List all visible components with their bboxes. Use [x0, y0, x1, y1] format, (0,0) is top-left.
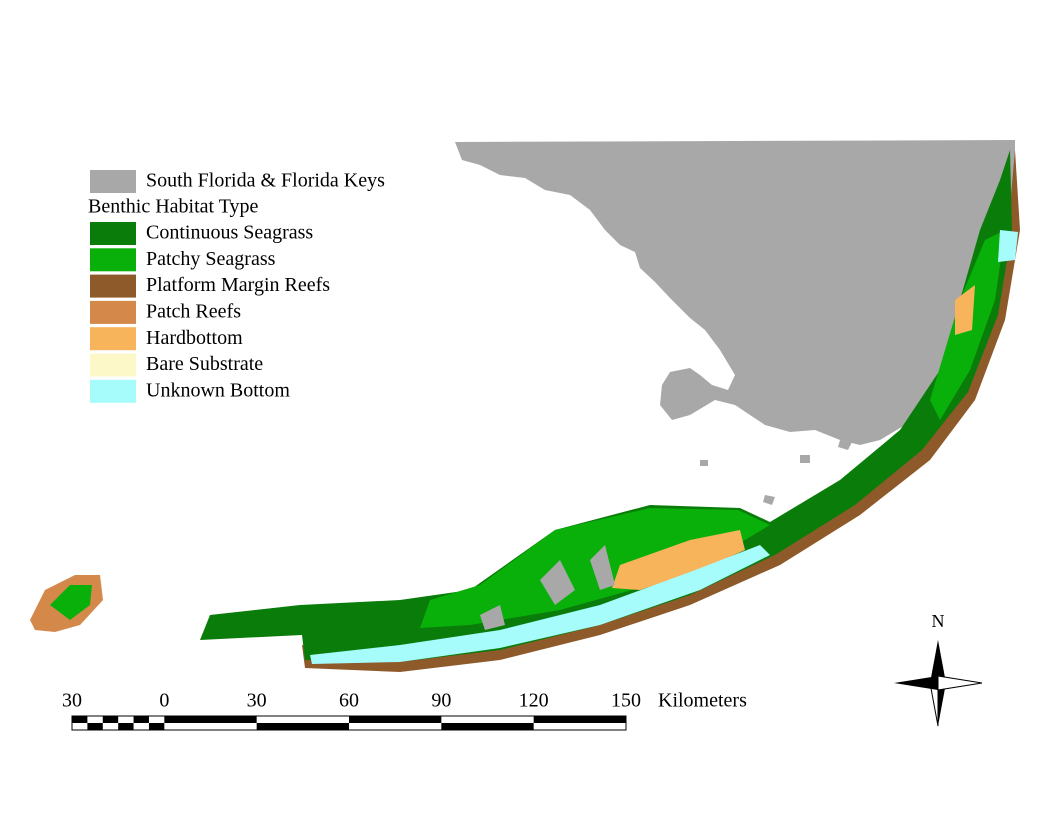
scale-tick [87, 723, 103, 730]
scale-label: 120 [519, 690, 549, 712]
arrow-e [937, 675, 983, 691]
scale-label: 30 [62, 690, 82, 712]
north-arrow: N [894, 611, 983, 727]
scale-tick [118, 723, 134, 730]
legend-swatch [90, 248, 136, 272]
arrow-s [938, 683, 946, 726]
legend-swatch [90, 170, 136, 193]
scale-bar: 30 0 30 60 90 120 150 Kilometers [62, 690, 747, 731]
scale-segment [164, 716, 257, 723]
scale-segment [349, 716, 442, 723]
legend-swatch [90, 379, 136, 403]
arrow-w [894, 676, 938, 690]
legend-label: South Florida & Florida Keys [146, 170, 385, 192]
legend-title: Benthic Habitat Type [88, 196, 259, 218]
scale-tick [133, 716, 149, 723]
habitat-gray-islands [480, 545, 615, 630]
scale-segment [256, 723, 349, 730]
scale-tick [72, 716, 88, 723]
legend: South Florida & Florida Keys Benthic Habi… [88, 170, 385, 403]
scale-label: 90 [431, 690, 451, 712]
legend-label: Unknown Bottom [146, 379, 290, 401]
legend-swatch [90, 222, 136, 245]
legend-label: Continuous Seagrass [146, 222, 313, 244]
dry-tortugas-grass [50, 585, 92, 620]
habitat-patchy-seagrass [420, 230, 1005, 628]
scale-segment [533, 716, 626, 723]
scale-label: 0 [159, 690, 169, 712]
legend-label: Hardbottom [146, 327, 243, 349]
north-label: N [932, 611, 945, 631]
scale-label: 60 [339, 690, 359, 712]
legend-label: Platform Margin Reefs [146, 274, 330, 296]
scale-tick [148, 723, 165, 730]
legend-swatch [90, 327, 136, 351]
scale-segment [441, 723, 534, 730]
scale-label: 150 [611, 690, 641, 712]
legend-swatch [90, 353, 136, 377]
scale-label: 30 [247, 690, 267, 712]
scale-tick [102, 716, 119, 723]
legend-swatch [90, 274, 136, 298]
legend-label: Patchy Seagrass [146, 248, 276, 270]
scale-unit: Kilometers [658, 690, 747, 712]
habitat-hardbottom [612, 285, 975, 590]
mainland [455, 140, 1015, 445]
legend-label: Bare Substrate [146, 353, 263, 375]
legend-label: Patch Reefs [146, 300, 241, 322]
legend-swatch [90, 300, 136, 324]
